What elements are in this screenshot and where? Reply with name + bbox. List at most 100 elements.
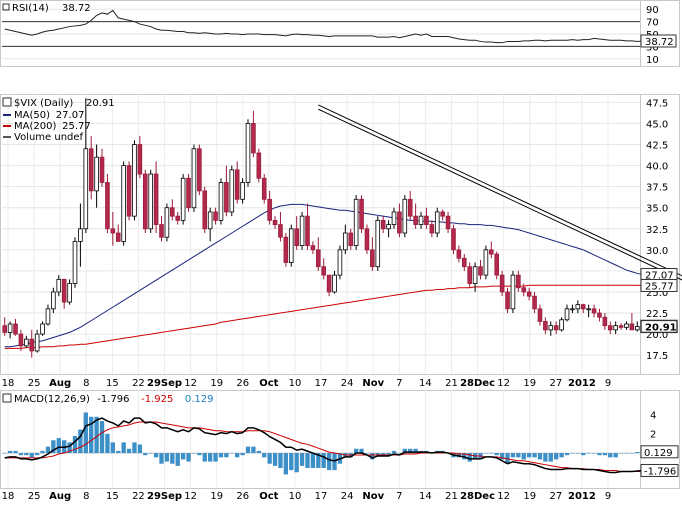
candle-up [164,207,170,238]
candle-up [288,228,294,263]
macd-tag [640,463,679,477]
macd-legend-value: -1.925 [141,394,173,405]
macd-x-label: 7 [396,491,402,502]
macd-histogram-bar [99,421,105,454]
macd-histogram-bar [207,453,213,462]
candle-up [483,249,489,276]
legend-value: 25.77 [62,121,91,132]
macd-x-label: Oct [259,491,278,502]
macd-histogram-bar [116,450,121,454]
macd-histogram-bar [516,453,521,458]
macd-x-label: 2012 [568,491,596,502]
candle-up [40,323,45,335]
legend-name: MA(200) [14,121,56,132]
macd-x-label: 18 [2,491,15,502]
macd-x-label: Aug [49,491,71,502]
candle-up [559,319,564,331]
price-tag-label: 25.77 [645,281,674,292]
macd-panel [0,390,680,489]
price-x-label: 14 [419,378,432,389]
candle-down [137,144,143,175]
macd-tag-label: -1.796 [644,466,676,477]
macd-x-label: 22 [132,491,145,502]
candle-down [2,325,7,333]
price-tick-label: 32.5 [646,225,668,236]
candle-up [299,215,305,247]
macd-histogram-bar [570,453,575,454]
price-x-label: 17 [315,378,328,389]
candle-down [516,274,521,289]
macd-histogram-bar [267,453,272,464]
macd-histogram-bar [191,453,197,454]
candle-up [570,308,575,311]
price-x-label: 29Sep [147,378,182,389]
macd-histogram-bar [624,453,629,454]
candle-down [13,323,18,335]
macd-histogram-bar [18,453,24,456]
candle-down [370,249,375,268]
macd-histogram-bar [526,453,532,458]
macd-histogram-bar [137,444,143,454]
macd-histogram-bar [24,453,29,456]
candle-up [34,333,40,352]
macd-histogram-bar [483,453,489,454]
macd-histogram-bar [272,453,278,466]
macd-histogram-bar [391,450,397,454]
macd-histogram-bar [629,453,635,454]
candle-down [451,228,456,251]
candle-up [7,323,13,333]
rsi-value-tag-label: 38.72 [645,37,674,48]
candle-up [94,156,99,192]
price-x-label: Oct [259,378,278,389]
candle-down [310,245,316,251]
candle-up [51,291,56,310]
macd-histogram-bar [467,453,472,462]
macd-histogram-bar [532,453,537,458]
candle-down [256,152,262,179]
rsi-legend-value: 38.72 [62,3,91,14]
macd-histogram-bar [56,438,61,454]
price-tag [640,278,678,292]
macd-x-label: 9 [605,491,611,502]
trendline [318,104,682,277]
price-x-label: 12 [497,378,510,389]
macd-histogram-bar [618,453,624,454]
price-tick-label: 45.0 [646,119,668,130]
macd-histogram-bar [456,453,462,458]
price-tick-label: 17.5 [646,351,668,362]
candle-down [175,215,181,221]
candle-down [505,291,510,310]
macd-histogram-bar [235,453,240,458]
candle-down [526,291,532,297]
candle-down [413,215,418,225]
candle-down [359,198,364,230]
candle-up [240,182,245,200]
macd-histogram-bar [364,453,370,454]
macd-histogram-bar [283,453,289,475]
price-x-label: Aug [49,378,71,389]
macd-histogram-bar [240,453,245,456]
macd-tick-label: 4 [650,410,656,421]
macd-x-label: 24 [341,491,354,502]
macd-histogram-bar [121,442,126,454]
ma200-line [4,284,643,349]
macd-histogram-bar [180,453,186,460]
candle-up [245,123,251,183]
macd-histogram-bar [262,453,267,458]
candle-down [553,325,559,331]
macd-x-label: 14 [419,491,432,502]
legend-name: MA(50) [14,110,50,121]
macd-legend-value: 0.129 [185,394,214,405]
candle-down [213,211,218,221]
candle-down [364,228,370,251]
macd-histogram-bar [148,453,153,454]
candle-down [326,274,332,293]
price-x-label: 26 [236,378,249,389]
candle-up [391,211,397,225]
candle-down [397,211,402,234]
macd-histogram-bar [559,453,564,458]
macd-tick-label: 2 [650,430,656,441]
macd-histogram-bar [143,453,148,456]
candle-up [386,224,391,230]
price-x-label: 7 [396,378,402,389]
